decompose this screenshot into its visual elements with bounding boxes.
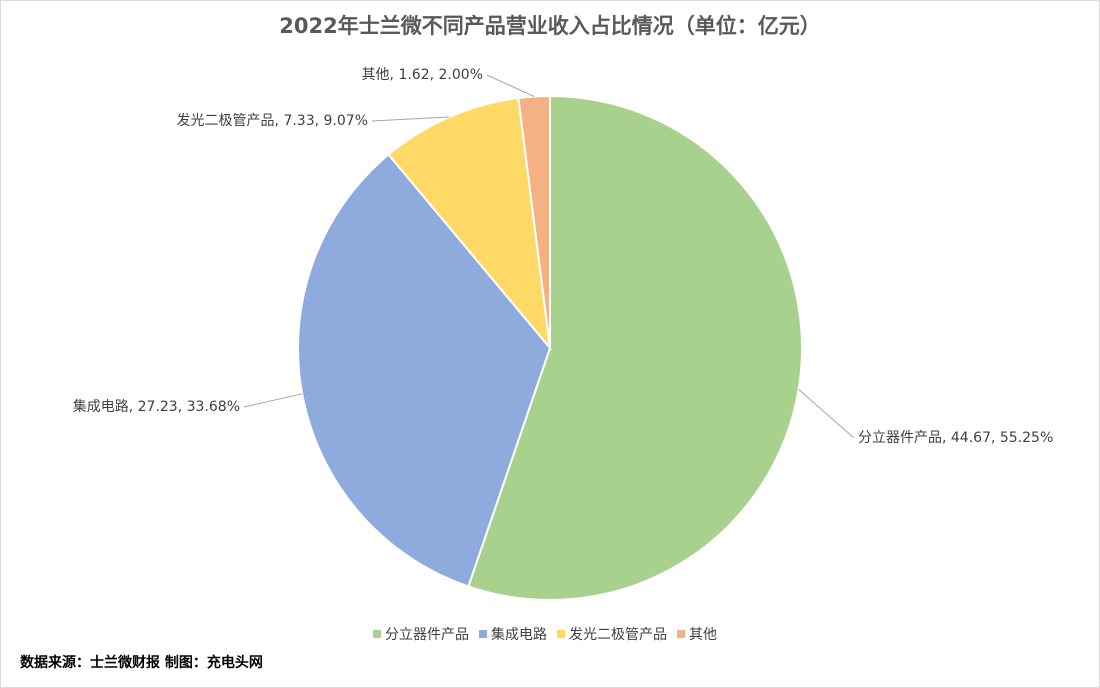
data-label: 分立器件产品, 44.67, 55.25%: [858, 430, 1053, 446]
chart-title: 2022年士兰微不同产品营业收入占比情况（单位：亿元）: [279, 14, 820, 38]
pie-slice: [517, 94, 551, 349]
leader-line: [243, 393, 303, 408]
pie-slice: [387, 96, 552, 352]
legend-label: 其他: [689, 627, 717, 643]
data-label: 其他, 1.62, 2.00%: [362, 67, 483, 83]
data-label: 集成电路, 27.23, 33.68%: [73, 398, 240, 415]
legend-label: 发光二极管产品: [569, 627, 667, 643]
legend-label: 集成电路: [491, 626, 547, 643]
leader-line: [486, 74, 535, 97]
legend-swatch: [373, 630, 381, 638]
leader-line: [798, 389, 855, 439]
legend-swatch: [557, 630, 565, 638]
legend-swatch: [677, 630, 685, 638]
leader-line: [371, 116, 450, 122]
pie-slice: [467, 94, 803, 601]
legend-swatch: [479, 630, 487, 638]
pie-slice: [297, 153, 552, 588]
data-label: 发光二极管产品, 7.33, 9.07%: [177, 113, 368, 129]
legend-label: 分立器件产品: [385, 627, 469, 643]
source-note: 数据来源：士兰微财报 制图：充电头网: [20, 654, 263, 671]
